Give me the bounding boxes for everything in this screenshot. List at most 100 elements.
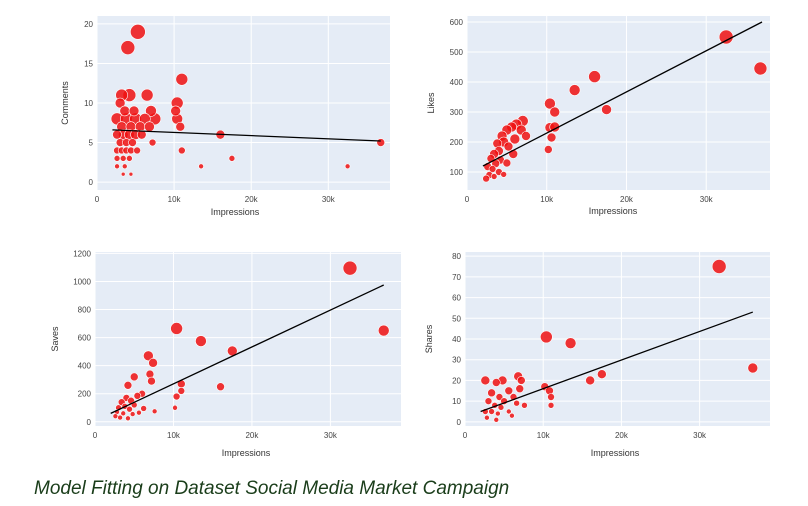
likes-x-tick-label: 10k: [540, 195, 554, 204]
likes-data-point: [549, 106, 561, 118]
saves-x-axis-title: Impressions: [222, 448, 271, 458]
comments-fit-line: [112, 129, 381, 142]
comments-data-point: [112, 129, 122, 140]
saves-data-point: [342, 260, 358, 276]
shares-y-tick-label: 50: [452, 314, 461, 323]
saves-y-tick-label: 1000: [73, 277, 91, 286]
shares-y-tick-label: 10: [452, 397, 461, 406]
likes-x-tick-label: 30k: [700, 195, 714, 204]
comments-data-point: [376, 138, 386, 147]
figure-caption: Model Fitting on Dataset Social Media Ma…: [34, 478, 510, 499]
saves-x-tick-label: 30k: [324, 431, 338, 440]
shares-data-point: [564, 337, 577, 349]
shares-y-axis-title: Shares: [424, 324, 434, 353]
comments-data-point: [344, 163, 351, 170]
shares-data-point: [491, 378, 501, 387]
comments-data-point: [144, 121, 155, 133]
comments-data-point: [140, 88, 154, 102]
shares-data-point: [513, 399, 520, 407]
comments-data-point: [175, 72, 189, 86]
likes-data-point: [521, 131, 531, 141]
likes-data-point: [588, 70, 601, 83]
comments-y-axis-title: Comments: [60, 81, 70, 125]
likes-data-point: [568, 84, 581, 96]
shares-data-point: [521, 401, 528, 409]
comments-data-point: [119, 105, 131, 117]
shares-data-point: [711, 259, 727, 274]
saves-data-point: [172, 404, 178, 411]
saves-data-point: [140, 405, 147, 412]
shares-data-point: [488, 408, 495, 415]
saves-data-point: [377, 324, 390, 337]
comments-data-point: [198, 163, 204, 170]
likes-data-point: [544, 97, 556, 110]
saves-x-tick-label: 0: [93, 431, 98, 440]
likes-y-tick-label: 300: [450, 108, 464, 117]
shares-data-point: [484, 397, 493, 405]
shares-x-tick-label: 30k: [693, 431, 707, 440]
likes-data-point: [500, 171, 507, 178]
comments-data-point: [128, 138, 137, 147]
likes-data-point: [753, 61, 768, 76]
likes-data-point: [503, 141, 514, 152]
saves-y-tick-label: 800: [78, 306, 92, 315]
likes-chart: 0 10k 20k 30k 100 200 300 400 500 600 Impressions L…: [426, 16, 770, 216]
comments-y-tick-label: 10: [84, 99, 93, 108]
likes-y-tick-label: 500: [450, 48, 464, 57]
comments-data-point: [128, 105, 140, 117]
comments-x-axis-title: Impressions: [211, 207, 260, 217]
likes-y-tick-label: 400: [450, 78, 464, 87]
saves-x-tick-label: 10k: [167, 431, 181, 440]
saves-fit-line: [110, 284, 385, 414]
saves-chart: 0 10k 20k 30k 0 200 400 600 800 1000 1200 Impressio…: [50, 249, 401, 458]
comments-y-tick-label: 0: [89, 178, 94, 187]
likes-data-point: [718, 29, 734, 45]
comments-x-tick-label: 30k: [322, 195, 336, 204]
comments-data-point: [178, 146, 186, 155]
likes-data-point: [546, 132, 557, 143]
comments-data-point: [228, 155, 236, 162]
comments-x-tick-label: 20k: [245, 195, 259, 204]
saves-data-point: [216, 382, 225, 392]
saves-y-tick-label: 600: [78, 334, 92, 343]
comments-data-point: [119, 155, 127, 162]
saves-y-axis-title: Saves: [50, 326, 60, 352]
likes-plot-area: [467, 16, 770, 190]
shares-y-tick-label: 70: [452, 273, 461, 282]
likes-fit-line: [482, 21, 763, 167]
comments-data-point: [130, 24, 146, 40]
comments-chart: 0 10k 20k 30k 0 5 10 15 20 Impressions Comments: [60, 16, 390, 217]
shares-x-tick-label: 0: [463, 431, 468, 440]
likes-data-point: [490, 173, 498, 180]
comments-data-point: [113, 155, 121, 162]
shares-data-point: [515, 384, 525, 394]
saves-data-point: [170, 322, 183, 335]
saves-data-point: [177, 387, 186, 395]
likes-y-tick-label: 200: [450, 138, 464, 147]
saves-data-point: [129, 411, 136, 417]
comments-data-point: [145, 105, 157, 117]
shares-data-point: [493, 416, 500, 423]
figure: 0 10k 20k 30k 0 5 10 15 20 Impressions Comments 0 1…: [50, 16, 770, 458]
comments-y-tick-label: 15: [84, 59, 93, 68]
likes-data-point: [482, 174, 490, 183]
shares-data-point: [509, 412, 515, 419]
shares-chart: 0 10k 20k 30k 0 10 20 30 40 50 60 70 80 Impressions Sh…: [424, 252, 770, 458]
shares-y-tick-label: 0: [457, 418, 462, 427]
likes-x-tick-label: 0: [465, 195, 470, 204]
comments-data-point: [114, 163, 120, 170]
comments-x-tick-label: 10k: [168, 195, 182, 204]
comments-y-tick-label: 20: [84, 20, 93, 29]
comments-data-point: [128, 171, 134, 177]
shares-x-axis-title: Impressions: [591, 448, 640, 458]
saves-y-tick-label: 200: [78, 390, 92, 399]
shares-data-point: [547, 393, 555, 401]
saves-data-point: [143, 350, 154, 362]
comments-data-point: [114, 97, 126, 109]
shares-data-point: [480, 375, 491, 386]
comments-data-point: [133, 146, 141, 155]
saves-data-point: [136, 409, 142, 416]
likes-data-point: [601, 104, 612, 115]
saves-data-point: [172, 392, 181, 401]
saves-data-point: [120, 410, 127, 417]
